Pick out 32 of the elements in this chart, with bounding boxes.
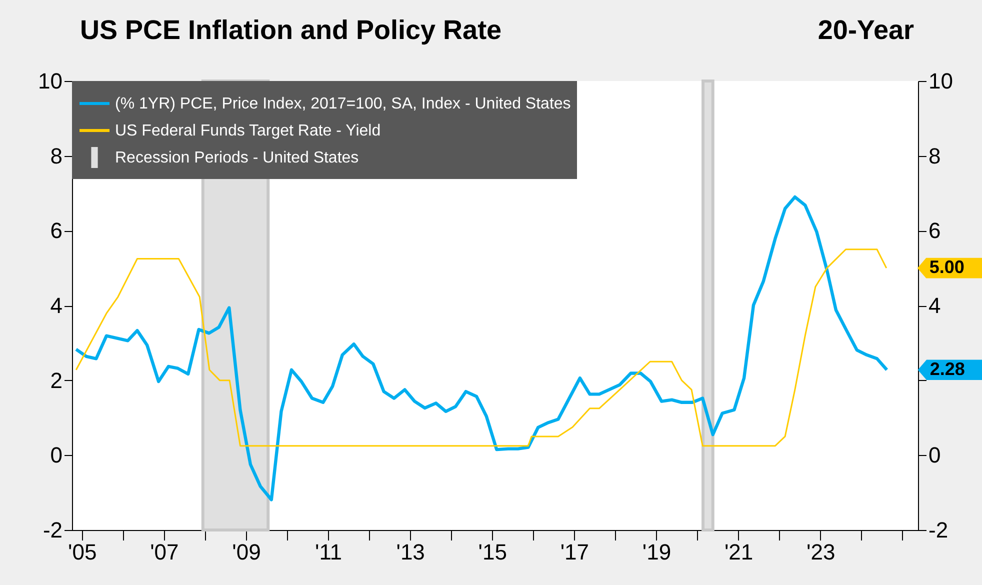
chart-title: US PCE Inflation and Policy Rate <box>80 15 502 45</box>
y2-tick-label: 0 <box>928 442 941 468</box>
x-tick-label: '07 <box>150 540 179 564</box>
annotation: 2.28 <box>930 358 965 379</box>
y2-tick-label: 4 <box>928 293 941 318</box>
y-tick-label: 10 <box>38 68 62 94</box>
band-label: Recession Periods - United States <box>115 150 359 166</box>
x-tick-label: '17 <box>560 540 590 564</box>
y-tick-label: 2 <box>50 368 62 393</box>
legend-label: (% 1YR) PCE, Price Index, 2017=100, SA, Index - United States <box>115 96 571 112</box>
y-tick-label: 8 <box>50 143 62 168</box>
y-tick-label: 6 <box>50 218 62 244</box>
chart-subtitle: 20-Year <box>818 15 914 45</box>
x-tick-label: '21 <box>724 540 754 564</box>
line-series <box>74 195 888 502</box>
y2-tick-label: 10 <box>928 68 953 94</box>
x-tick-label: '15 <box>478 540 507 564</box>
y-tick-label: 4 <box>50 293 62 318</box>
x-tick-label: '23 <box>806 540 836 564</box>
y-tick-label: -2 <box>42 518 62 542</box>
x-tick-label: '19 <box>642 540 672 564</box>
line-series <box>75 248 888 447</box>
y2-tick-label: 6 <box>928 218 941 244</box>
x-tick-label: '09 <box>232 540 261 564</box>
y-tick-label: 0 <box>50 442 62 468</box>
y2-tick-label: 8 <box>928 143 941 168</box>
legend-label: US Federal Funds Target Rate - Yield <box>115 122 381 140</box>
x-tick-label: '11 <box>314 540 342 564</box>
y2-tick-label: -2 <box>928 518 948 542</box>
x-tick-label: '13 <box>396 540 425 564</box>
annotation: 5.00 <box>929 257 964 278</box>
x-tick-label: '05 <box>68 540 97 564</box>
